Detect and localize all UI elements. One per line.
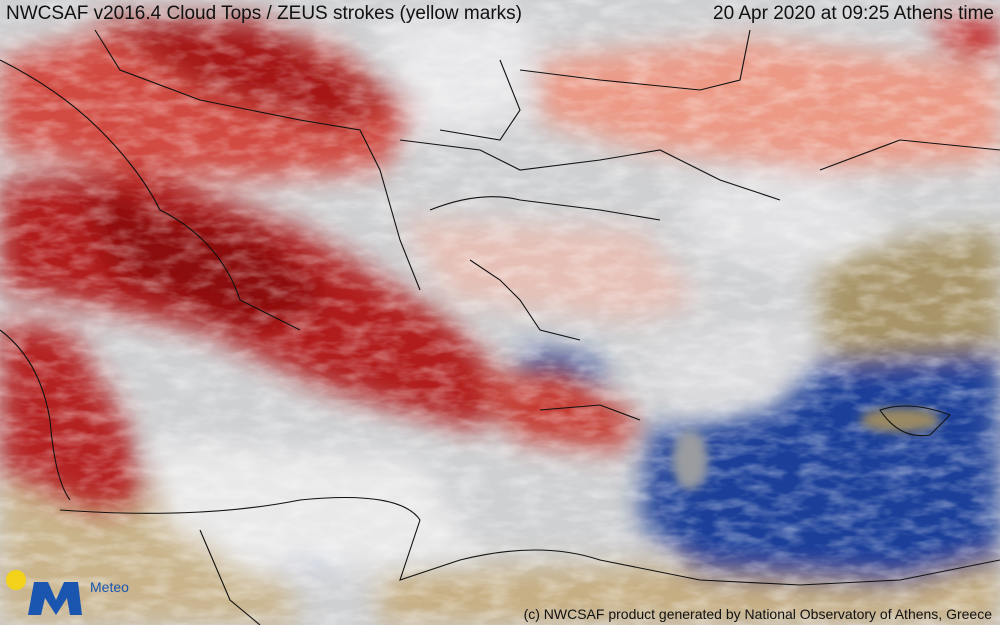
border	[59, 496, 1000, 586]
borders	[0, 29, 1000, 625]
timestamp: 20 Apr 2020 at 09:25 Athens time	[713, 3, 994, 24]
border	[879, 405, 951, 437]
title: NWCSAF v2016.4 Cloud Tops / ZEUS strokes…	[6, 3, 522, 24]
border	[469, 259, 581, 341]
border	[819, 139, 1000, 171]
border	[439, 59, 521, 141]
border	[519, 29, 751, 91]
logo-dot	[6, 570, 26, 590]
logo-mark	[28, 582, 82, 615]
border	[94, 29, 421, 291]
cloud	[672, 430, 708, 490]
border	[199, 529, 261, 625]
island	[860, 408, 940, 432]
logo: Meteo	[6, 570, 129, 615]
border	[429, 196, 661, 221]
border	[0, 59, 301, 331]
credit: (c) NWCSAF product generated by National…	[524, 606, 993, 622]
border	[399, 139, 781, 201]
border	[539, 404, 641, 421]
border	[0, 329, 71, 501]
land-patches	[672, 408, 940, 490]
logo-text: Meteo	[90, 579, 129, 595]
